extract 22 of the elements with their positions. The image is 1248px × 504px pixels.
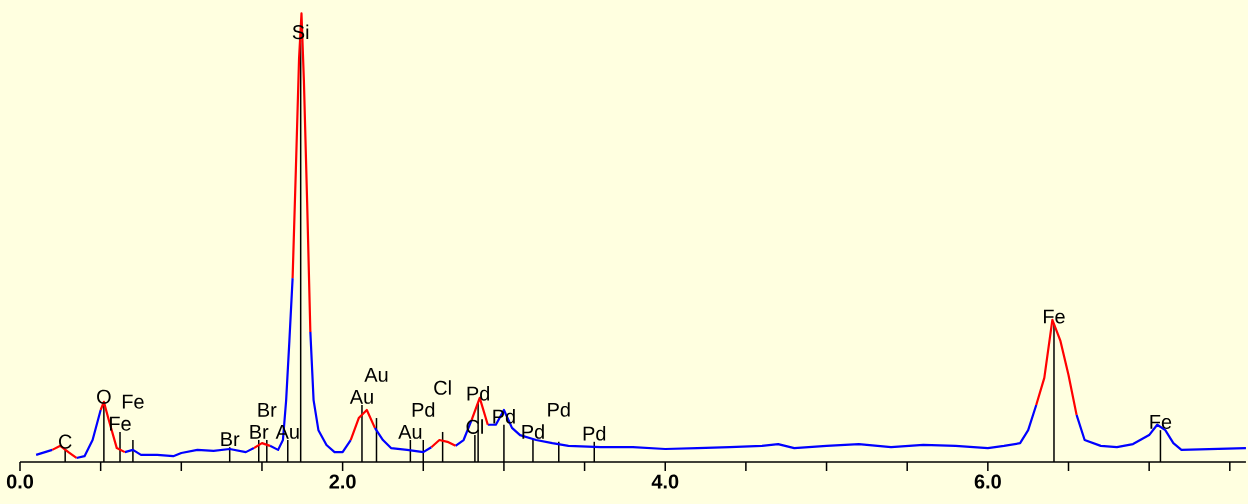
annotation: Fe [122, 394, 144, 409]
annotation: Pd [583, 425, 606, 441]
annotation: Br [221, 432, 240, 446]
x-tick-label: 6.0 [974, 474, 1001, 489]
annotation: Pd [522, 424, 544, 439]
annotation: Cl [434, 380, 451, 395]
x-tick-label: 4.0 [651, 474, 679, 489]
annotation: Fe [1044, 309, 1065, 324]
x-tick-label: 0.0 [6, 474, 34, 489]
annotation: Pd [467, 386, 490, 401]
annotation: Fe [1150, 415, 1172, 429]
annotation: Pd [412, 402, 435, 417]
annotation: Au [398, 424, 422, 439]
annotation: Fe [110, 416, 131, 431]
annotation: Br [258, 403, 277, 417]
x-tick-label: 2.0 [329, 474, 356, 489]
annotation: Br [250, 425, 269, 439]
annotation: C [58, 434, 72, 449]
annotation: O [97, 389, 111, 404]
annotation: Au [364, 367, 388, 382]
annotation: Au [349, 389, 373, 404]
annotation: Pd [548, 402, 570, 417]
